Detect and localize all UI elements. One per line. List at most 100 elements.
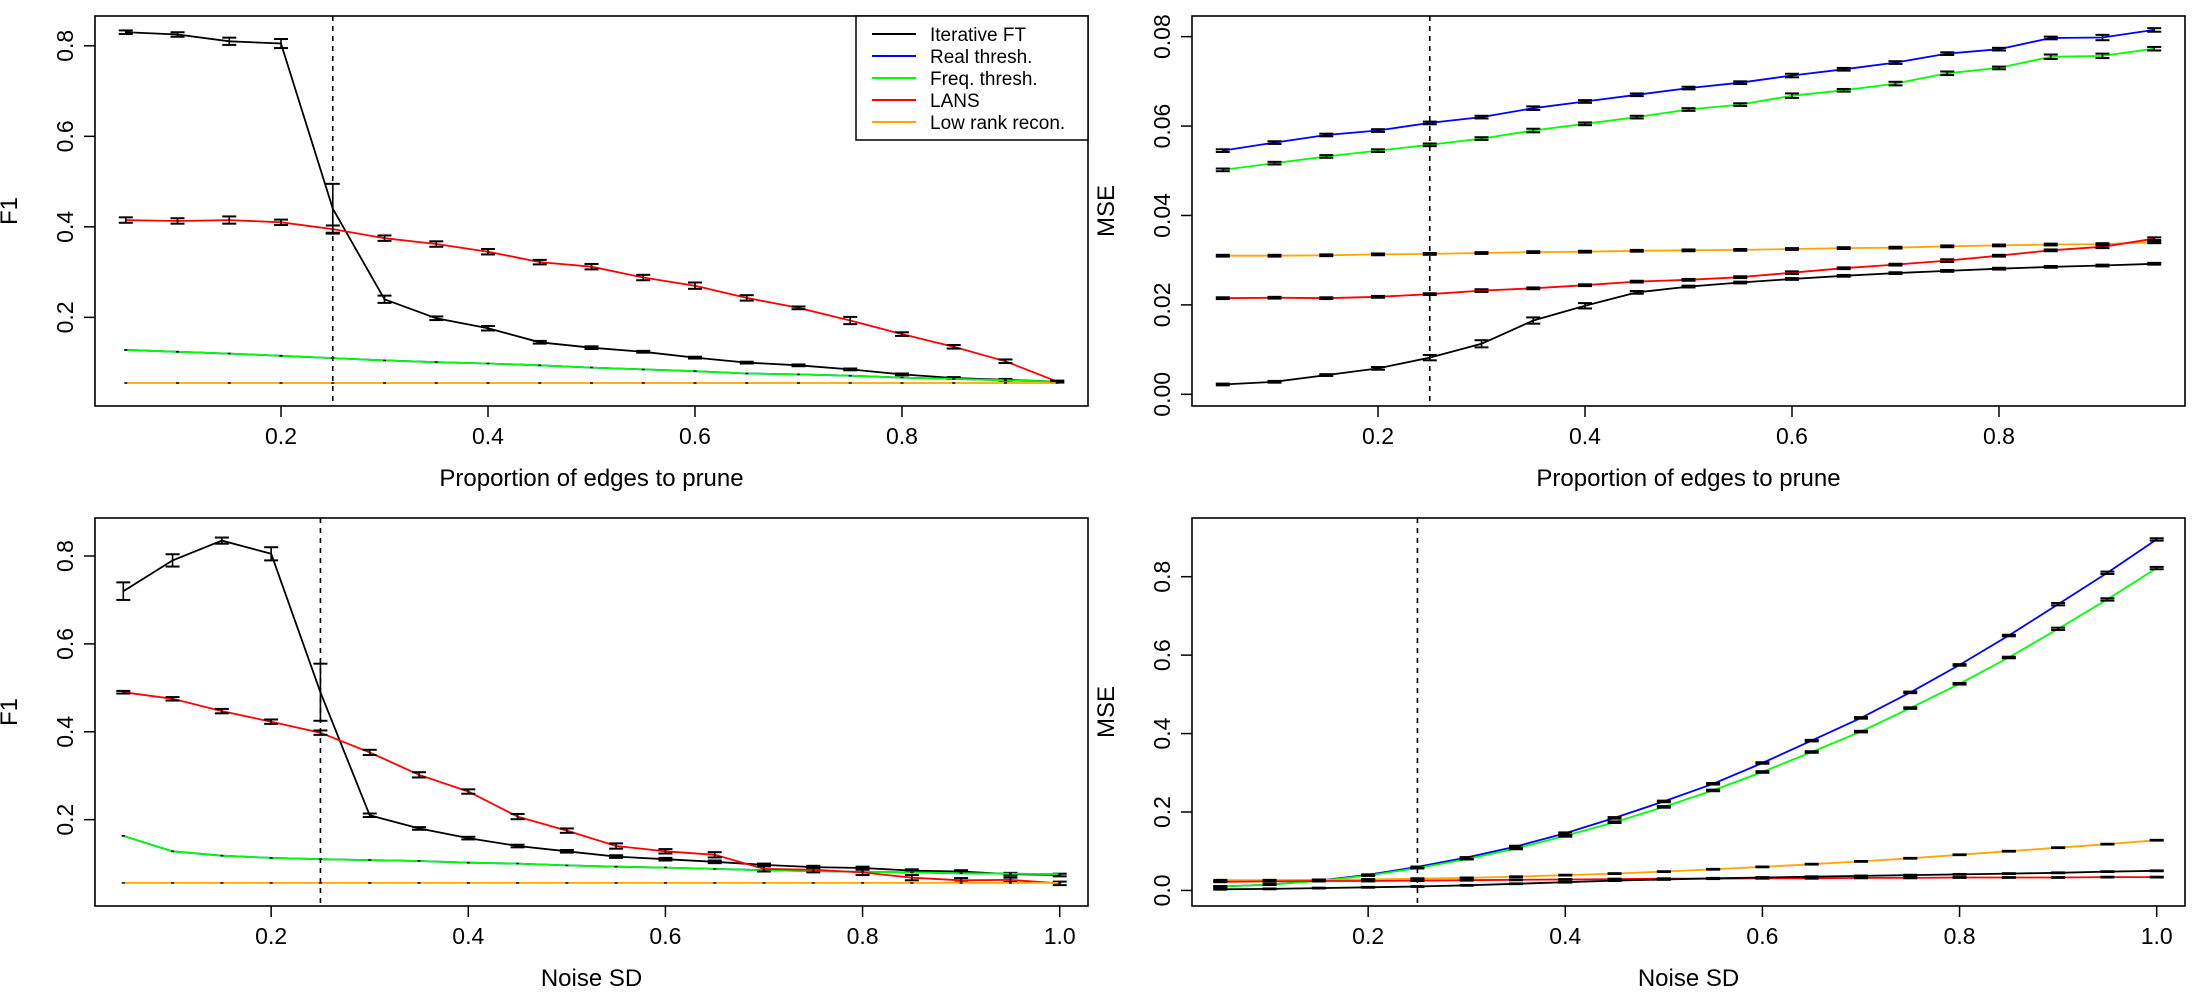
legend-item: Low rank recon. bbox=[872, 113, 1065, 134]
error-bar bbox=[1952, 853, 1967, 857]
error-bar bbox=[1681, 277, 1696, 282]
series-lans bbox=[118, 215, 1065, 384]
error-bar bbox=[1629, 92, 1644, 98]
error-bar bbox=[1733, 80, 1748, 86]
legend-label: Freq. thresh. bbox=[930, 69, 1038, 90]
error-bar bbox=[1853, 876, 1868, 880]
error-bar bbox=[1361, 885, 1376, 889]
y-tick-label: 0.4 bbox=[52, 716, 78, 748]
legend-item: Real thresh. bbox=[872, 47, 1032, 68]
error-bar bbox=[1526, 105, 1541, 111]
error-bar bbox=[1267, 379, 1282, 384]
error-bar bbox=[1853, 874, 1868, 878]
error-bar bbox=[412, 771, 427, 779]
error-bar bbox=[1804, 875, 1819, 879]
y-axis-label: F1 bbox=[0, 698, 23, 726]
error-bar bbox=[412, 826, 427, 831]
error-bar bbox=[559, 827, 574, 834]
error-bar bbox=[1952, 681, 1967, 686]
error-bar bbox=[1629, 248, 1644, 253]
plot-frame bbox=[94, 15, 1089, 407]
y-tick-label: 0.4 bbox=[1149, 717, 1175, 749]
legend-label: Real thresh. bbox=[930, 47, 1032, 68]
error-bar bbox=[1262, 883, 1277, 886]
x-tick-label: 0.2 bbox=[1352, 923, 1384, 949]
error-bar bbox=[1681, 107, 1696, 112]
series-freq-thresh bbox=[1215, 45, 2162, 173]
error-bar bbox=[1629, 290, 1644, 295]
error-bar bbox=[687, 355, 702, 360]
error-bar bbox=[1578, 302, 1593, 310]
error-bar bbox=[118, 29, 133, 36]
error-bar bbox=[1526, 250, 1541, 255]
error-bar bbox=[481, 248, 496, 256]
error-bar bbox=[636, 273, 651, 282]
error-bar bbox=[2100, 842, 2115, 846]
error-bar bbox=[1836, 266, 1851, 271]
error-bar bbox=[1371, 148, 1386, 153]
x-tick-label: 0.4 bbox=[452, 923, 484, 949]
chart-panel-top-right: 0.2 0.4 0.6 0.8 0.00 0.02 0.04 0.06 0.08 Proporti… bbox=[1093, 14, 2186, 492]
error-bar bbox=[1422, 252, 1437, 256]
legend-label: Iterative FT bbox=[930, 25, 1026, 46]
error-bar bbox=[1558, 880, 1573, 884]
error-bar bbox=[1733, 248, 1748, 252]
error-bar bbox=[2100, 570, 2115, 575]
y-tick-label: 0.6 bbox=[1149, 639, 1175, 671]
error-bar bbox=[1607, 879, 1622, 883]
error-bar bbox=[313, 729, 328, 736]
x-tick-label: 0.4 bbox=[472, 423, 504, 449]
error-bar bbox=[739, 294, 754, 302]
error-bar bbox=[170, 31, 185, 38]
error-bar bbox=[165, 553, 180, 568]
y-axis-label: F1 bbox=[0, 197, 23, 225]
error-bar bbox=[1319, 373, 1334, 377]
y-tick-label: 0.2 bbox=[52, 301, 78, 333]
y-tick-label: 0.02 bbox=[1149, 283, 1175, 328]
error-bar bbox=[1558, 873, 1573, 877]
error-bar bbox=[1371, 294, 1386, 299]
y-tick-label: 0.4 bbox=[52, 211, 78, 243]
error-bar bbox=[1319, 253, 1334, 258]
error-bar bbox=[2095, 244, 2110, 250]
error-bar bbox=[2051, 846, 2066, 850]
error-bar bbox=[1215, 296, 1230, 301]
series-freq-thresh bbox=[121, 835, 1062, 875]
error-bar bbox=[1706, 867, 1721, 871]
series-line bbox=[123, 691, 1060, 885]
series-line bbox=[122, 539, 1060, 876]
error-bar bbox=[855, 868, 870, 877]
y-tick-label: 0.8 bbox=[52, 540, 78, 572]
error-bar bbox=[1267, 253, 1282, 258]
error-bar bbox=[1755, 876, 1770, 879]
error-bar bbox=[2095, 52, 2110, 60]
y-tick-label: 0.2 bbox=[1149, 796, 1175, 828]
error-bar bbox=[2147, 261, 2162, 266]
error-bar bbox=[1509, 878, 1524, 882]
y-tick-label: 0.04 bbox=[1149, 193, 1175, 238]
series-line bbox=[1220, 839, 2157, 882]
error-bar bbox=[1371, 366, 1386, 371]
error-bar bbox=[1656, 799, 1671, 804]
error-bar bbox=[1629, 279, 1644, 284]
error-bar bbox=[609, 842, 624, 850]
error-bar bbox=[1733, 280, 1748, 285]
error-bar bbox=[1903, 856, 1918, 860]
error-bar bbox=[1311, 886, 1326, 890]
error-bar bbox=[2095, 33, 2110, 42]
error-bar bbox=[946, 343, 961, 350]
error-bar bbox=[1629, 114, 1644, 120]
x-axis: 0.2 0.4 0.6 0.8 bbox=[1362, 406, 2015, 449]
error-bar bbox=[222, 36, 237, 46]
error-bar bbox=[1681, 85, 1696, 91]
error-bar bbox=[1903, 706, 1918, 710]
error-bar bbox=[2095, 263, 2110, 268]
y-axis: 0.0 0.2 0.4 0.6 0.8 bbox=[1149, 561, 1192, 906]
error-bar bbox=[1526, 127, 1541, 134]
error-bar bbox=[1804, 750, 1819, 754]
error-bar bbox=[1991, 266, 2006, 271]
error-bar bbox=[1474, 114, 1489, 120]
y-axis-label: MSE bbox=[1093, 686, 1120, 738]
error-bar bbox=[1509, 846, 1524, 851]
